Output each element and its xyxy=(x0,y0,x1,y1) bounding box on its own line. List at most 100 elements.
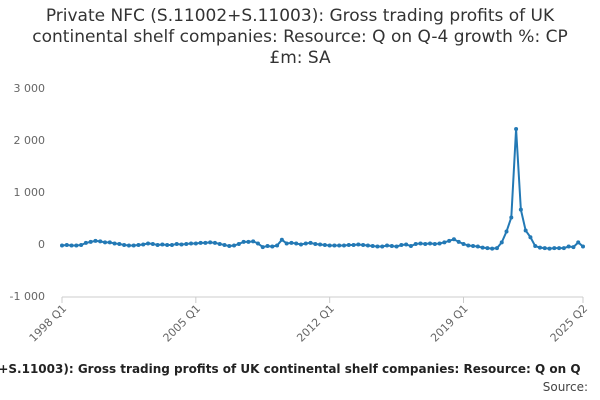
point xyxy=(566,244,571,249)
point xyxy=(466,243,471,248)
point xyxy=(179,242,184,247)
point xyxy=(399,243,404,247)
point xyxy=(246,239,251,244)
point xyxy=(432,241,437,246)
point xyxy=(461,241,466,246)
point xyxy=(346,243,351,247)
point xyxy=(260,245,265,250)
point xyxy=(361,243,366,247)
point xyxy=(413,241,418,246)
point xyxy=(255,241,260,246)
point xyxy=(447,238,452,243)
point xyxy=(571,245,576,250)
point xyxy=(332,243,337,248)
point xyxy=(471,244,476,249)
point xyxy=(136,243,141,247)
point xyxy=(131,243,136,248)
point xyxy=(576,240,581,245)
point xyxy=(528,235,533,240)
point xyxy=(126,243,131,248)
point xyxy=(327,243,332,248)
x-tick-label: 2005 Q1 xyxy=(161,302,204,345)
point xyxy=(284,241,289,246)
x-tick-label: 1998 Q1 xyxy=(27,302,70,345)
point xyxy=(356,242,361,247)
point xyxy=(298,242,303,247)
point xyxy=(494,246,499,251)
point xyxy=(294,241,299,246)
point xyxy=(518,207,523,212)
point xyxy=(74,243,79,248)
point xyxy=(141,242,146,247)
point xyxy=(241,239,246,244)
footer-text: 2+S.11003): Gross trading profits of UK … xyxy=(0,362,581,376)
point xyxy=(451,237,456,242)
point xyxy=(64,243,69,247)
point xyxy=(308,240,313,245)
chart-title: Private NFC (S.11002+S.11003): Gross tra… xyxy=(32,6,568,68)
point xyxy=(275,243,280,248)
point xyxy=(98,239,103,244)
point xyxy=(107,240,112,245)
point xyxy=(428,241,433,246)
point xyxy=(537,245,542,250)
point xyxy=(351,243,356,247)
y-tick-label: 3 000 xyxy=(14,82,46,95)
point xyxy=(557,246,562,251)
point xyxy=(442,240,447,245)
y-tick-label: -1 000 xyxy=(10,290,45,303)
point xyxy=(523,228,528,233)
point xyxy=(184,241,189,246)
point xyxy=(289,240,294,245)
x-tick-label: 2012 Q1 xyxy=(294,302,337,345)
point xyxy=(533,244,538,249)
point xyxy=(423,241,428,246)
point xyxy=(251,239,256,244)
point xyxy=(509,215,514,220)
point xyxy=(146,241,151,246)
point xyxy=(385,243,390,248)
point xyxy=(193,241,198,246)
y-tick-label: 1 000 xyxy=(14,186,46,199)
point xyxy=(342,243,347,248)
point xyxy=(112,241,117,246)
y-tick-label: 2 000 xyxy=(14,134,46,147)
point xyxy=(122,243,127,247)
point xyxy=(581,244,585,249)
point xyxy=(117,241,122,246)
x-tick-label: 2019 Q1 xyxy=(428,302,471,345)
point xyxy=(480,245,485,250)
point xyxy=(303,241,308,246)
point xyxy=(490,246,495,251)
point xyxy=(561,246,566,251)
point xyxy=(380,244,385,249)
point xyxy=(408,244,413,249)
point xyxy=(227,244,232,249)
point xyxy=(322,243,327,247)
point xyxy=(203,240,208,245)
point xyxy=(174,241,179,246)
source-text: Source: xyxy=(542,380,588,394)
point xyxy=(552,246,557,251)
point xyxy=(499,240,504,245)
point xyxy=(232,243,237,248)
point xyxy=(542,246,547,251)
point xyxy=(437,241,442,246)
point xyxy=(279,237,284,242)
point xyxy=(375,244,380,249)
point xyxy=(88,239,93,244)
point xyxy=(212,240,217,245)
point xyxy=(208,240,213,245)
point xyxy=(337,243,342,248)
point xyxy=(475,244,480,249)
point xyxy=(265,244,270,249)
x-tick-label: 2025 Q2 xyxy=(548,302,591,345)
point xyxy=(370,244,375,249)
point xyxy=(456,239,461,244)
point xyxy=(514,127,519,132)
point xyxy=(389,244,394,249)
point xyxy=(313,241,318,246)
point xyxy=(222,243,227,247)
